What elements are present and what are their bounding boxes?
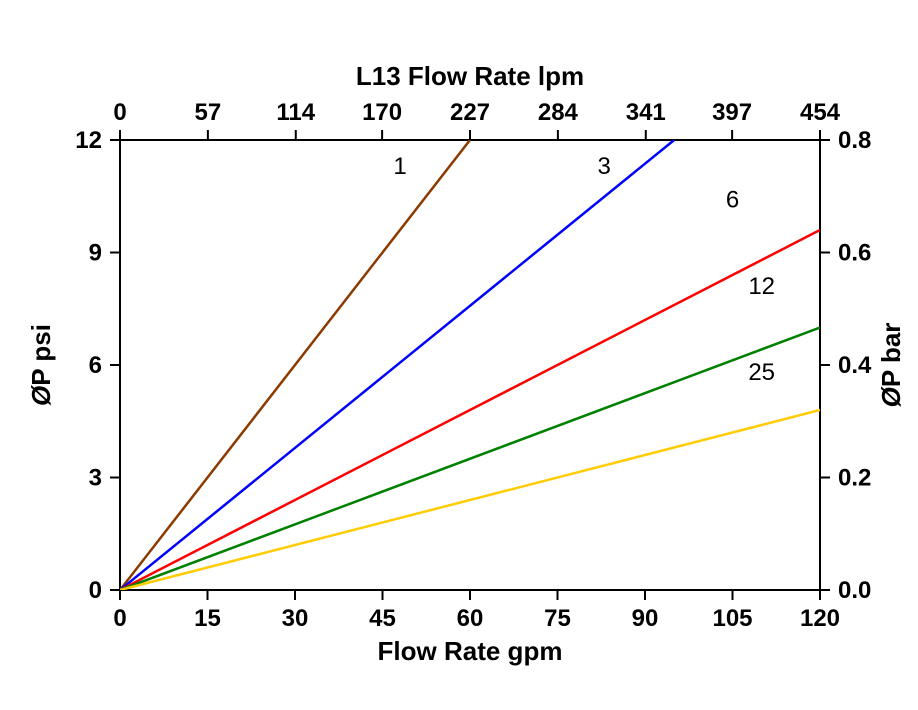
y-right-label: ØP bar — [876, 323, 906, 408]
xtop-tick-57: 57 — [195, 99, 222, 126]
yright-tick-0: 0.0 — [838, 577, 871, 604]
yright-tick-0.6: 0.6 — [838, 240, 871, 267]
xbottom-tick-45: 45 — [369, 605, 396, 632]
xtop-tick-341: 341 — [626, 99, 666, 126]
series-label-1: 1 — [393, 153, 406, 180]
yright-tick-0.4: 0.4 — [838, 352, 872, 379]
y-left-label: ØP psi — [26, 324, 56, 406]
series-label-3: 3 — [597, 153, 610, 180]
xbottom-tick-15: 15 — [194, 605, 221, 632]
xbottom-tick-120: 120 — [800, 605, 840, 632]
xbottom-tick-30: 30 — [282, 605, 309, 632]
yleft-tick-3: 3 — [89, 465, 102, 492]
x-bottom-label: Flow Rate gpm — [378, 636, 563, 666]
yright-tick-0.8: 0.8 — [838, 127, 871, 154]
xtop-tick-454: 454 — [800, 99, 841, 126]
xtop-tick-0: 0 — [113, 99, 126, 126]
series-label-25: 25 — [748, 359, 775, 386]
x-top-label: L13 Flow Rate lpm — [356, 61, 584, 91]
yleft-tick-9: 9 — [89, 240, 102, 267]
xbottom-tick-0: 0 — [113, 605, 126, 632]
yleft-tick-12: 12 — [75, 127, 102, 154]
flow-rate-chart: 1 3 6 12 25 0 3 6 9 12 0.0 0.2 0.4 0.6 0.8 0 15 30 45 60 75 9… — [0, 0, 918, 710]
series-label-12: 12 — [748, 273, 775, 300]
xbottom-tick-90: 90 — [632, 605, 659, 632]
xtop-tick-397: 397 — [712, 99, 752, 126]
series-label-6: 6 — [726, 187, 739, 214]
xbottom-tick-75: 75 — [544, 605, 571, 632]
xtop-tick-284: 284 — [538, 99, 579, 126]
xtop-tick-227: 227 — [450, 99, 490, 126]
yleft-tick-0: 0 — [89, 577, 102, 604]
xbottom-tick-105: 105 — [712, 605, 752, 632]
xtop-tick-114: 114 — [276, 99, 315, 126]
xbottom-tick-60: 60 — [457, 605, 484, 632]
xtop-tick-170: 170 — [362, 99, 402, 126]
yright-tick-0.2: 0.2 — [838, 465, 871, 492]
yleft-tick-6: 6 — [89, 352, 102, 379]
